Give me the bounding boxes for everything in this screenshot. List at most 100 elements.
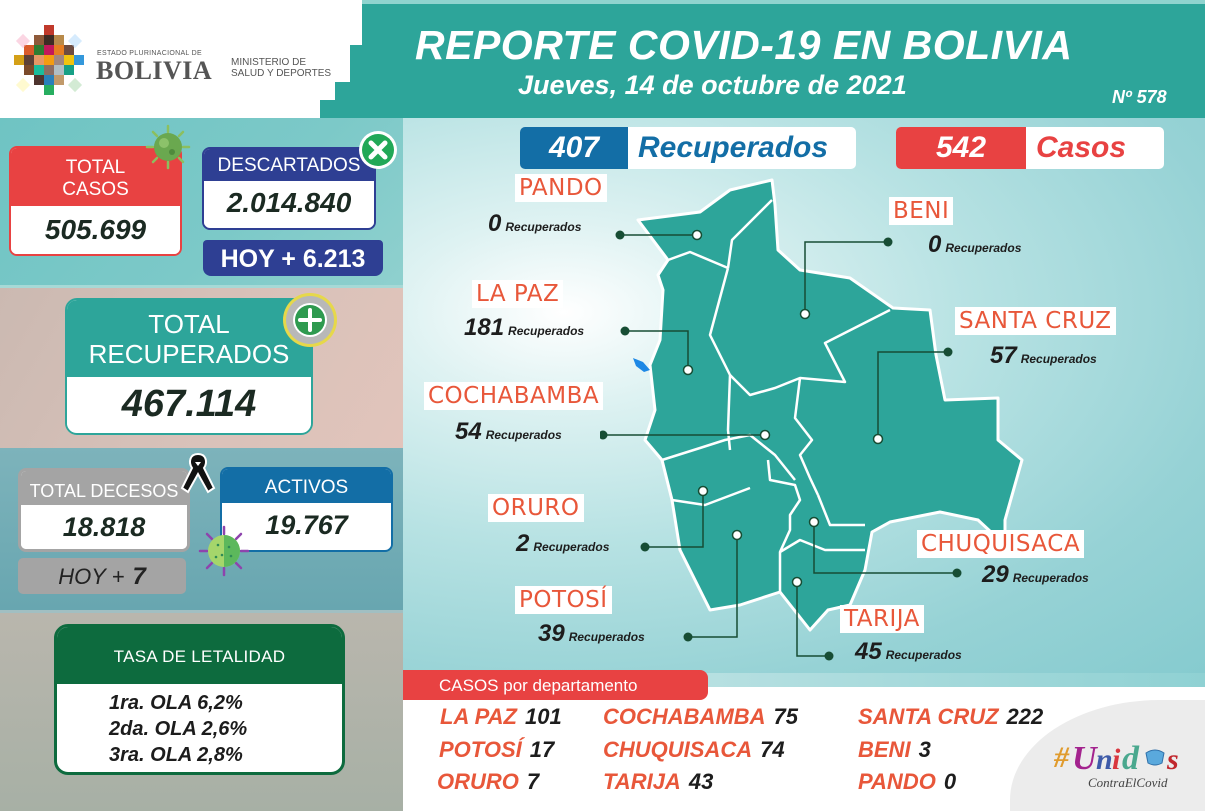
lake-titicaca-icon [633,358,650,372]
dept-value: 0 [943,769,957,794]
stat-unit: Recuperados [1020,352,1097,366]
country-text: BOLIVIA [96,56,213,85]
svg-text:n: n [1096,743,1113,776]
stat-unit: Recuperados [1012,571,1089,585]
dept-value: 3 [918,737,931,762]
dept-stat-beni: 0 Recuperados [928,231,1021,259]
cases-by-department-label: CASOS por departamento [403,670,708,700]
total-recovered-label: TOTAL RECUPERADOS [67,300,311,377]
dept-stat-oruro: 2 Recuperados [516,530,609,558]
total-cases-value: 505.699 [11,206,180,254]
dept-name: ORURO [437,769,519,794]
dept-name: POTOSÍ [439,737,522,762]
stat-unit: Recuperados [885,648,962,662]
total-deaths-label: TOTAL DECESOS [21,471,187,505]
dept-name-pando: PANDO [515,174,607,202]
dept-name: CHUQUISACA [603,737,753,762]
stat-unit: Recuperados [485,428,562,442]
report-number: Nº 578 [1112,87,1167,107]
dept-stat-santa-cruz: 57 Recuperados [990,342,1097,370]
dept-value: 43 [688,769,714,794]
dept-value: 74 [760,737,785,762]
cases-chuquisaca: CHUQUISACA 74 [603,737,785,763]
dept-name: PANDO [858,769,936,794]
close-circle-icon [359,131,397,169]
stat-value: 0 [928,231,942,258]
dept-name-oruro: ORURO [488,494,584,522]
daily-cases-pill: 542 Casos [896,127,1164,169]
dept-value: 17 [529,737,555,762]
stat-value: 2 [516,530,530,557]
lethality-card: TASA DE LETALIDAD 1ra. OLA 6,2% 2da. OLA… [54,624,345,775]
ministry-text: MINISTERIO DE SALUD Y DEPORTES [231,57,331,79]
cases-oruro: ORURO 7 [437,769,539,795]
label-line1: TOTAL [65,157,126,178]
ministry-line1: MINISTERIO DE [231,57,307,68]
report-date: Jueves, 14 de octubre de 2021 [518,70,907,100]
daily-recovered-pill: 407 Recuperados [520,127,856,169]
plus-circle-icon [283,293,337,347]
lethality-list: 1ra. OLA 6,2% 2da. OLA 2,6% 3ra. OLA 2,8… [57,684,342,768]
dept-value: 222 [1006,704,1044,729]
deaths-today-value: 7 [132,563,146,590]
dept-stat-cochabamba: 54 Recuperados [455,418,562,446]
cases-cochabamba: COCHABAMBA 75 [603,704,798,730]
stat-unit: Recuperados [945,241,1022,255]
bolivia-map [600,178,1024,661]
stair-decoration [320,100,365,118]
discarded-today: HOY + 6.213 [203,240,383,276]
cases-tarija: TARIJA 43 [603,769,713,795]
department-borders [661,199,891,592]
lethality-wave-1: 1ra. OLA 6,2% [109,692,243,714]
lethality-label: TASA DE LETALIDAD [57,627,342,684]
virus-icon [145,124,191,170]
deaths-today-prefix: HOY + [58,564,125,589]
discarded-card: DESCARTADOS 2.014.840 [202,147,376,230]
cases-la-paz: LA PAZ 101 [440,704,562,730]
dept-stat-potosi: 39 Recuperados [538,620,645,648]
deaths-today: HOY + 7 [18,558,186,594]
stat-value: 29 [982,561,1009,588]
stat-unit: Recuperados [505,220,582,234]
label-line2: CASOS [62,179,129,200]
mourning-ribbon-icon [180,452,216,494]
stat-value: 39 [538,620,565,647]
daily-cases-value: 542 [896,127,1026,169]
dept-name-potosi: POTOSÍ [515,586,612,614]
dept-name: BENI [858,737,911,762]
unidos-campaign-logo: # U n i d s ContraElCovid [1053,740,1179,790]
active-cases-card: ACTIVOS 19.767 [220,467,393,552]
discarded-label: DESCARTADOS [204,149,374,181]
stat-value: 57 [990,342,1017,369]
total-recovered-value: 467.114 [67,377,311,432]
cases-beni: BENI 3 [858,737,931,763]
svg-text:d: d [1122,740,1140,777]
lethality-wave-3: 3ra. OLA 2,8% [109,744,243,766]
daily-recovered-label: Recuperados [638,131,829,164]
dept-name-tarija: TARIJA [840,605,924,633]
svg-text:i: i [1112,743,1121,776]
active-cases-label: ACTIVOS [222,469,391,503]
active-cases-value: 19.767 [222,503,391,547]
logo-area: ESTADO PLURINACIONAL DE BOLIVIA MINISTER… [0,0,362,118]
mask-icon [1145,749,1165,766]
label-line2: RECUPERADOS [88,339,290,369]
dept-name-la-paz: LA PAZ [472,280,564,308]
virus-icon [198,525,250,577]
dept-name-beni: BENI [889,197,954,225]
title-banner [362,0,1205,118]
discarded-value: 2.014.840 [204,181,374,225]
dept-name: SANTA CRUZ [858,704,999,729]
ministry-line2: SALUD Y DEPORTES [231,68,332,79]
connector-lines [603,234,957,657]
stat-value: 0 [488,210,502,237]
stat-unit: Recuperados [568,630,645,644]
stat-value: 45 [855,638,882,665]
dept-stat-la-paz: 181 Recuperados [464,314,584,342]
stat-unit: Recuperados [508,324,585,338]
total-deaths-value: 18.818 [21,505,187,549]
total-recovered-card: TOTAL RECUPERADOS 467.114 [65,298,313,435]
total-cases-label: TOTAL CASOS [11,148,180,206]
dept-name-chuquisaca: CHUQUISACA [917,530,1085,558]
dept-name: TARIJA [603,769,681,794]
